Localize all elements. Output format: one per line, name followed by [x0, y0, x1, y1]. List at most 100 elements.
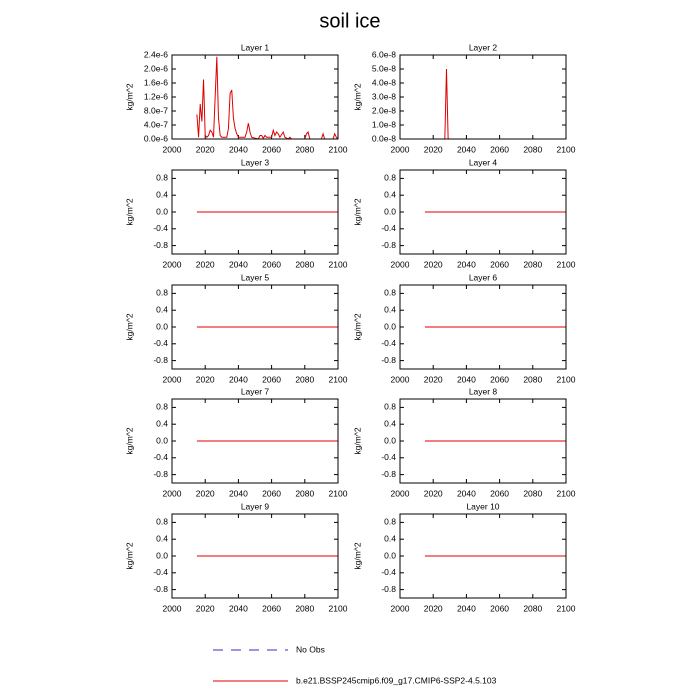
x-tick-label: 2000 — [391, 259, 410, 269]
x-tick-label: 2000 — [391, 488, 410, 498]
y-tick-label: 8.0e-7 — [144, 105, 168, 115]
y-tick-label: 0.0e-8 — [372, 133, 396, 143]
y-axis-label: kg/m^2 — [124, 542, 134, 569]
y-tick-label: 1.0e-8 — [372, 119, 396, 129]
x-tick-label: 2060 — [262, 374, 281, 384]
x-tick-label: 2000 — [163, 488, 182, 498]
y-tick-label: 2.0e-8 — [372, 105, 396, 115]
panel: Layer 8 kg/m^2 2000 2020 2040 2060 2080 2100 -0.… — [352, 386, 575, 498]
y-axis-label: kg/m^2 — [124, 427, 134, 454]
panel-title: Layer 7 — [241, 386, 270, 396]
y-axis-label: kg/m^2 — [352, 198, 362, 225]
y-axis-label: kg/m^2 — [124, 198, 134, 225]
y-axis-label: kg/m^2 — [124, 83, 134, 110]
y-tick-label: 4.0e-8 — [372, 77, 396, 87]
x-tick-label: 2100 — [329, 603, 348, 613]
y-tick-label: 0.0e-6 — [144, 133, 168, 143]
y-tick-label: 0.4 — [156, 304, 168, 314]
x-tick-label: 2060 — [490, 144, 509, 154]
y-tick-label: -0.4 — [153, 338, 168, 348]
panel: Layer 9 kg/m^2 2000 2020 2040 2060 2080 2100 -0.… — [124, 501, 347, 613]
y-tick-label: -0.8 — [153, 584, 168, 594]
x-tick-label: 2040 — [229, 603, 248, 613]
panel-title: Layer 5 — [241, 272, 270, 282]
y-axis-label: kg/m^2 — [124, 313, 134, 340]
x-tick-label: 2080 — [295, 144, 314, 154]
plot-frame — [399, 513, 567, 599]
plot-frame — [399, 284, 567, 370]
y-tick-label: -0.4 — [381, 567, 396, 577]
panel: Layer 6 kg/m^2 2000 2020 2040 2060 2080 2100 -0.… — [352, 272, 575, 384]
panel: Layer 7 kg/m^2 2000 2020 2040 2060 2080 2100 -0.… — [124, 386, 347, 498]
panel: Layer 1 kg/m^2 2000 2020 2040 2060 2080 2100 0.0… — [124, 42, 347, 154]
x-tick-label: 2020 — [424, 488, 443, 498]
x-tick-label: 2020 — [424, 144, 443, 154]
y-tick-label: 0.0 — [384, 321, 396, 331]
y-tick-label: 1.2e-6 — [144, 91, 168, 101]
x-tick-label: 2100 — [557, 603, 576, 613]
panel: Layer 2 kg/m^2 2000 2020 2040 2060 2080 2100 0.0… — [352, 42, 575, 154]
x-tick-label: 2080 — [523, 603, 542, 613]
y-tick-label: 1.6e-6 — [144, 77, 168, 87]
y-tick-label: 0.8 — [156, 402, 168, 412]
y-tick-label: 3.0e-8 — [372, 91, 396, 101]
x-tick-label: 2060 — [490, 488, 509, 498]
x-tick-label: 2020 — [196, 259, 215, 269]
x-tick-label: 2060 — [490, 259, 509, 269]
y-tick-label: 0.4 — [156, 418, 168, 428]
panel-title: Layer 9 — [241, 501, 270, 511]
plot-frame — [171, 54, 339, 140]
x-tick-label: 2080 — [295, 488, 314, 498]
y-tick-label: -0.8 — [381, 240, 396, 250]
y-tick-label: -0.8 — [153, 355, 168, 365]
panel-title: Layer 3 — [241, 157, 270, 167]
plot-frame — [171, 284, 339, 370]
x-tick-label: 2080 — [523, 144, 542, 154]
x-tick-label: 2000 — [163, 374, 182, 384]
x-tick-label: 2040 — [457, 144, 476, 154]
y-tick-label: -0.4 — [381, 223, 396, 233]
y-tick-label: 0.4 — [384, 189, 396, 199]
x-tick-label: 2020 — [424, 259, 443, 269]
y-tick-label: -0.8 — [381, 469, 396, 479]
y-tick-label: 0.4 — [384, 418, 396, 428]
legend-label: No Obs — [296, 644, 325, 654]
x-tick-label: 2040 — [457, 259, 476, 269]
x-tick-label: 2040 — [229, 488, 248, 498]
y-tick-label: 0.4 — [156, 533, 168, 543]
x-tick-label: 2040 — [229, 259, 248, 269]
plot-frame — [399, 54, 567, 140]
y-tick-label: -0.4 — [153, 567, 168, 577]
x-tick-label: 2060 — [262, 488, 281, 498]
panel-title: Layer 10 — [466, 501, 499, 511]
x-tick-label: 2100 — [557, 259, 576, 269]
x-tick-label: 2020 — [424, 374, 443, 384]
x-tick-label: 2000 — [391, 374, 410, 384]
x-tick-label: 2080 — [523, 259, 542, 269]
y-tick-label: 5.0e-8 — [372, 63, 396, 73]
y-tick-label: 2.4e-6 — [144, 49, 168, 59]
x-tick-label: 2000 — [391, 603, 410, 613]
plot-frame — [171, 169, 339, 255]
y-tick-label: -0.8 — [381, 584, 396, 594]
x-tick-label: 2020 — [196, 488, 215, 498]
panel: Layer 3 kg/m^2 2000 2020 2040 2060 2080 2100 -0.… — [124, 157, 347, 269]
x-tick-label: 2080 — [523, 488, 542, 498]
y-tick-label: 0.8 — [384, 517, 396, 527]
y-axis-label: kg/m^2 — [352, 427, 362, 454]
x-tick-label: 2040 — [457, 374, 476, 384]
panel-title: Layer 1 — [241, 42, 270, 52]
y-axis-label: kg/m^2 — [352, 83, 362, 110]
x-tick-label: 2100 — [557, 144, 576, 154]
x-tick-label: 2060 — [262, 603, 281, 613]
x-tick-label: 2000 — [163, 603, 182, 613]
x-tick-label: 2000 — [163, 144, 182, 154]
y-tick-label: 0.8 — [384, 173, 396, 183]
y-tick-label: 0.8 — [156, 173, 168, 183]
panel: Layer 10 kg/m^2 2000 2020 2040 2060 2080 2100 -0… — [352, 501, 575, 613]
panel: Layer 4 kg/m^2 2000 2020 2040 2060 2080 2100 -0.… — [352, 157, 575, 269]
panel-title: Layer 6 — [469, 272, 498, 282]
plot-frame — [171, 513, 339, 599]
y-tick-label: 0.0 — [156, 206, 168, 216]
